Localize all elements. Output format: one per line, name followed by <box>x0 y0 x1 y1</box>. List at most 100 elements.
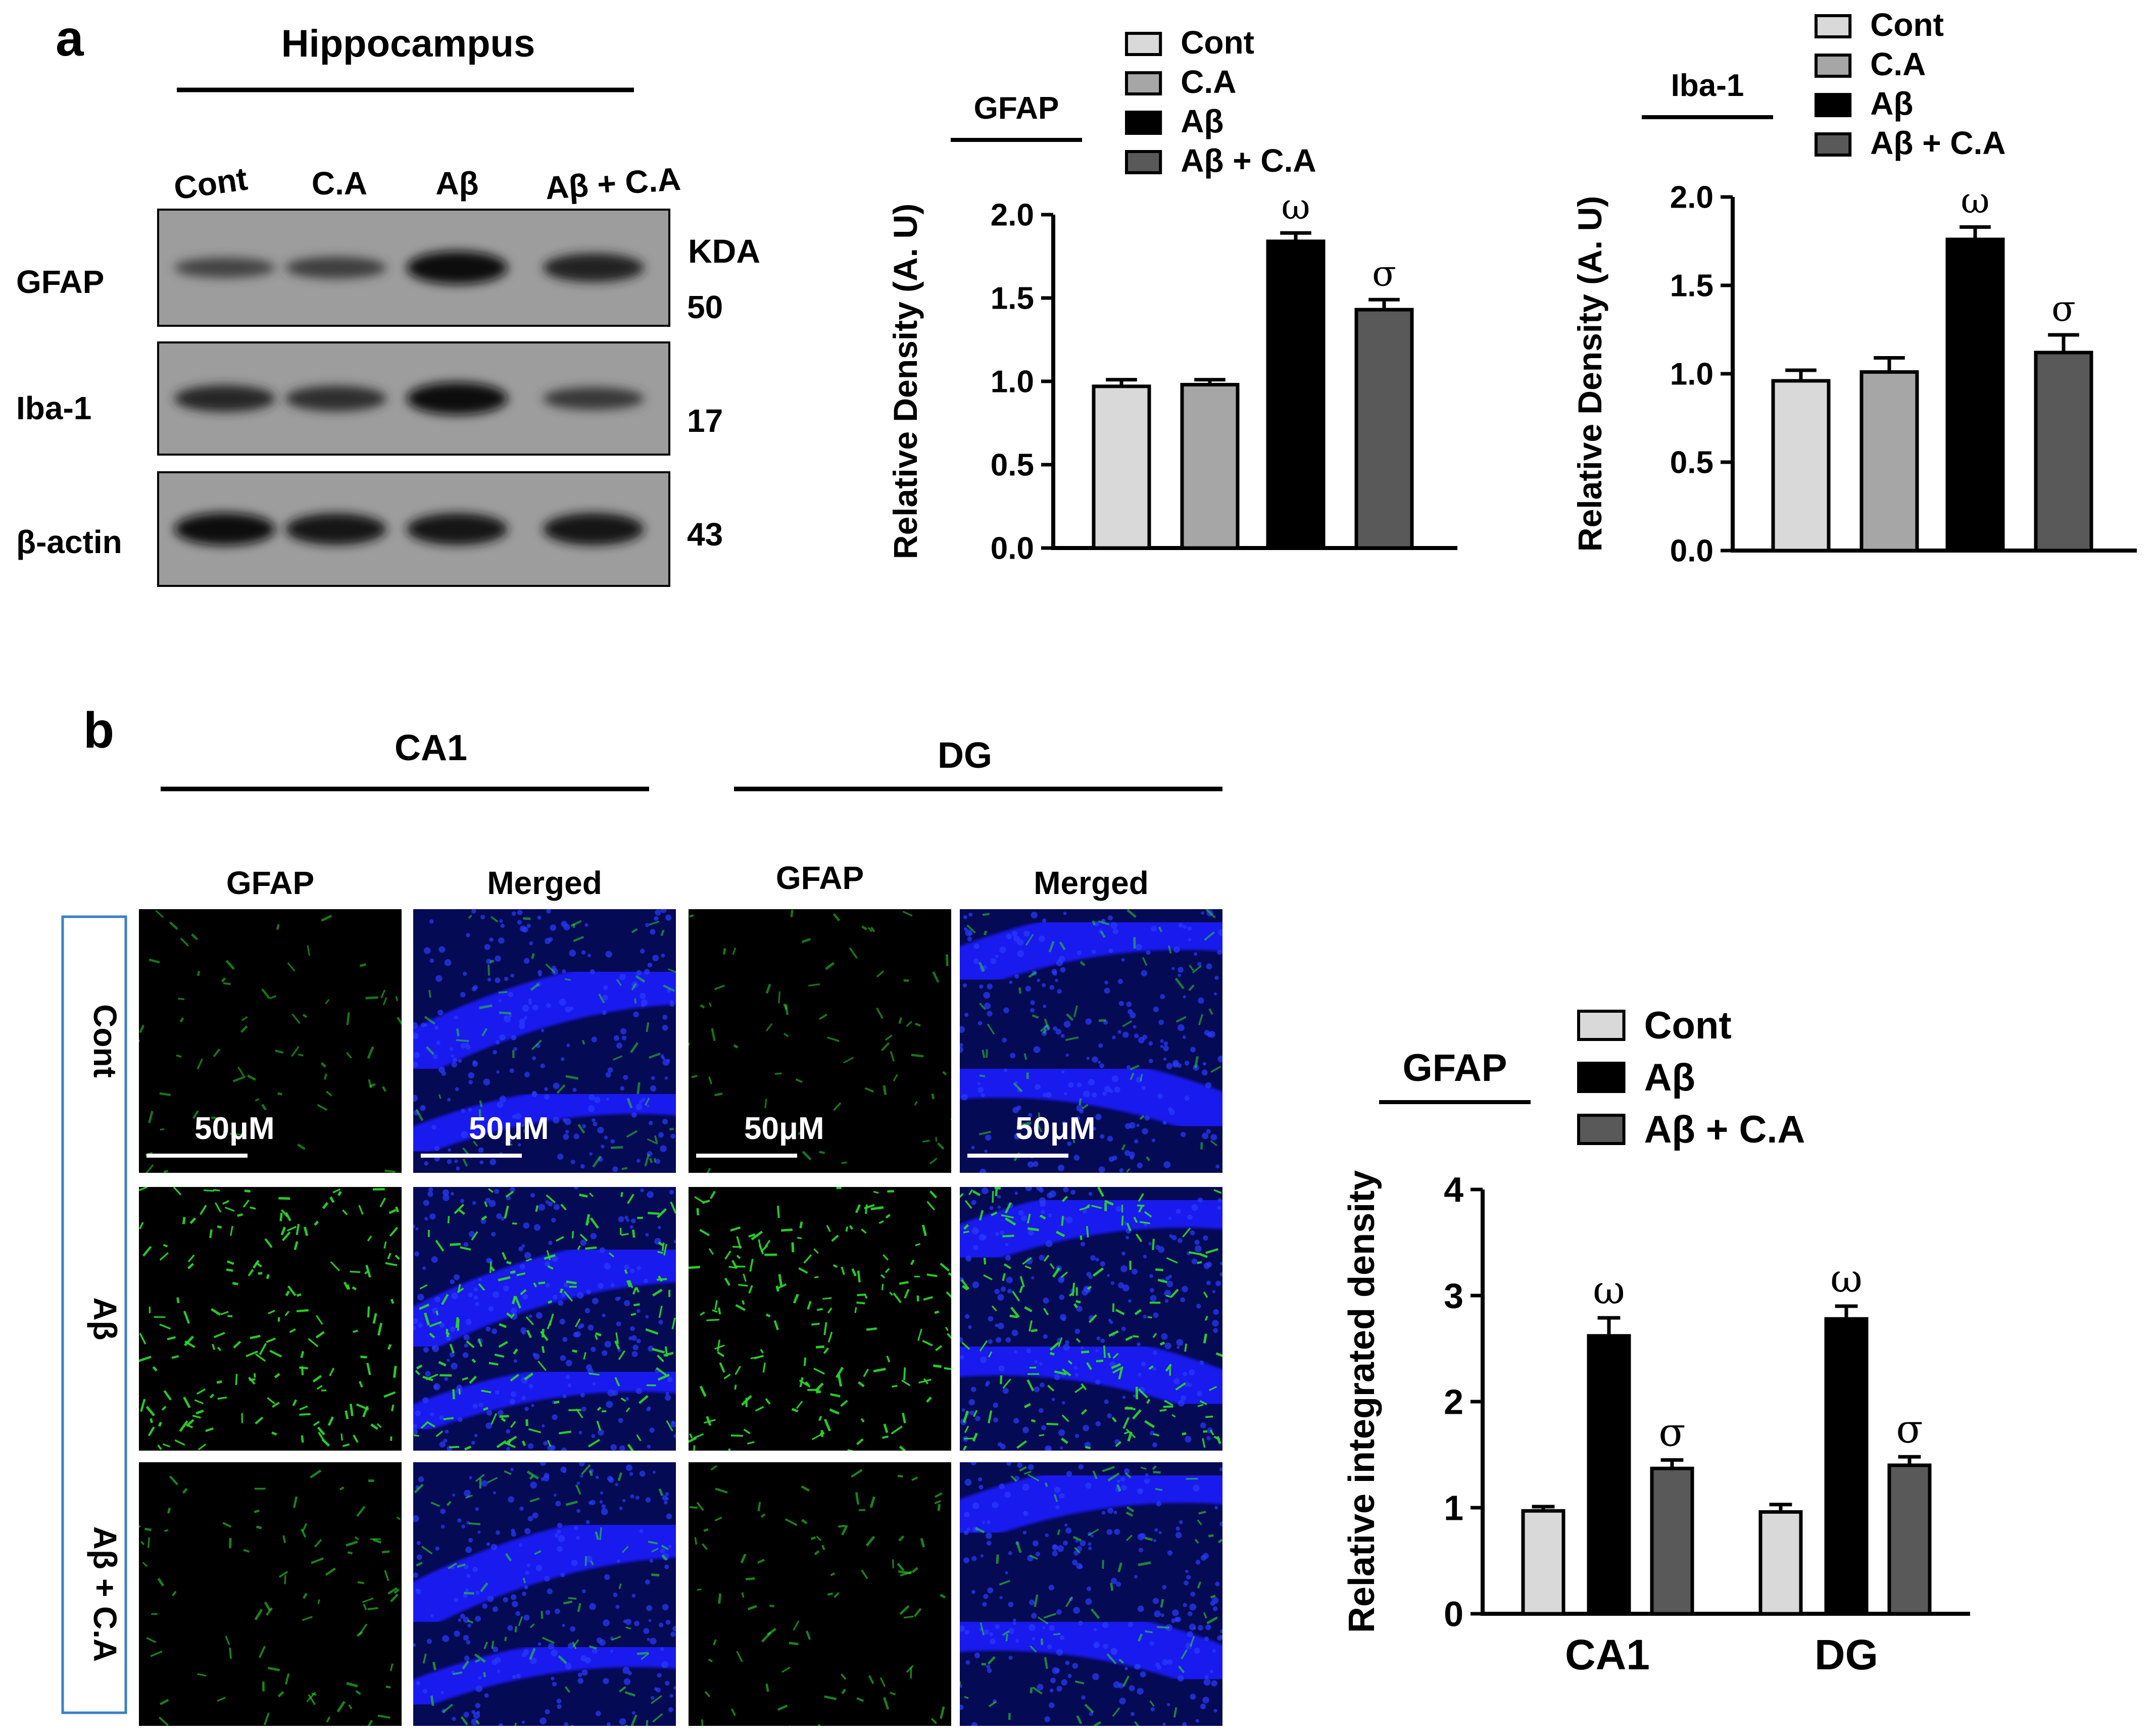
nucleus-dot <box>599 1500 603 1504</box>
nucleus-dot <box>606 1098 609 1101</box>
nucleus-dot <box>1162 1722 1166 1726</box>
nucleus-dot <box>650 929 656 935</box>
nucleus-dot <box>1152 1598 1159 1604</box>
nucleus-dot <box>669 1002 675 1007</box>
nucleus-dot <box>591 1347 596 1352</box>
nucleus-dot <box>997 1195 1001 1199</box>
gfap-process <box>1115 1309 1125 1315</box>
gfap-process <box>1027 1227 1039 1231</box>
nucleus-dot <box>1150 1707 1155 1712</box>
y-tick-label: 0.5 <box>991 448 1034 483</box>
nucleus-dot <box>1022 1483 1030 1491</box>
gfap-process <box>626 1130 638 1138</box>
panel-a: a Hippocampus Cont C.A Aβ Aβ + C.A GFAP50Ib… <box>16 10 760 587</box>
gfap-process <box>873 1191 879 1194</box>
gfap-process <box>347 1551 353 1555</box>
gfap-process <box>660 929 665 936</box>
gfap-process <box>851 1268 857 1277</box>
gfap-process <box>510 1313 515 1319</box>
nucleus-dot <box>625 1464 632 1471</box>
nuclei-band <box>960 1603 1222 1697</box>
gfap-process <box>160 1699 169 1705</box>
gfap-process <box>240 1025 248 1033</box>
nucleus-dot <box>1148 1041 1153 1046</box>
nucleus-dot <box>619 1445 625 1451</box>
gfap-process <box>453 1671 463 1675</box>
nucleus-dot <box>1058 956 1065 962</box>
gfap-process <box>317 1426 325 1435</box>
nucleus-dot <box>414 1251 419 1257</box>
nucleus-dot <box>629 1225 633 1229</box>
nucleus-dot <box>1041 1210 1045 1214</box>
nucleus-dot <box>624 1264 629 1270</box>
gfap-process <box>652 1348 665 1354</box>
gfap-process <box>1166 1257 1178 1264</box>
nucleus-dot <box>1206 1435 1211 1441</box>
gfap-process <box>1198 1511 1206 1515</box>
gfap-process <box>885 1034 893 1041</box>
gfap-process <box>546 1250 551 1261</box>
nucleus-dot <box>977 1087 984 1093</box>
nucleus-dot <box>1149 1641 1154 1646</box>
gfap-process <box>979 1340 988 1352</box>
nucleus-dot <box>1164 1289 1171 1297</box>
nucleus-dot <box>1065 1340 1069 1345</box>
gfap-process <box>885 1268 890 1273</box>
nucleus-dot <box>1117 1030 1121 1034</box>
gfap-process <box>1144 1211 1152 1218</box>
gfap-process <box>1111 1417 1117 1423</box>
gfap-process <box>1102 1466 1115 1472</box>
nucleus-dot <box>413 1224 416 1229</box>
y-tick-label: 0 <box>1444 1595 1463 1634</box>
nucleus-dot <box>1000 1230 1005 1235</box>
nucleus-dot <box>1043 1297 1049 1304</box>
gfap-process <box>310 1469 322 1479</box>
nucleus-dot <box>489 937 494 942</box>
gfap-process <box>494 1353 505 1358</box>
nucleus-dot <box>1124 1123 1131 1129</box>
nucleus-dot <box>1042 1626 1046 1629</box>
nucleus-dot <box>1066 1471 1072 1477</box>
gfap-process <box>964 1425 969 1433</box>
gfap-process <box>1197 1404 1204 1407</box>
nucleus-dot <box>558 1300 564 1306</box>
gfap-process <box>232 1281 238 1285</box>
gfap-process <box>475 1473 485 1482</box>
nucleus-dot <box>610 1139 615 1144</box>
nucleus-dot <box>1063 1541 1068 1546</box>
nucleus-dot <box>1108 1318 1111 1322</box>
gfap-process <box>870 926 875 932</box>
nucleus-dot <box>588 1501 593 1505</box>
gfap-process <box>419 1303 430 1310</box>
nucleus-dot <box>1138 1036 1145 1044</box>
nucleus-dot <box>1054 1486 1061 1493</box>
gfap-process <box>1139 1221 1150 1224</box>
nucleus-dot <box>1008 1551 1012 1556</box>
blot-band <box>543 387 644 410</box>
nucleus-dot <box>1171 967 1175 970</box>
nucleus-dot <box>1220 1634 1222 1639</box>
gfap-process <box>904 1288 910 1299</box>
gfap-process <box>365 1265 371 1278</box>
nucleus-dot <box>1061 1679 1068 1686</box>
nucleus-dot <box>607 1067 613 1073</box>
gfap-process <box>858 1381 865 1387</box>
nucleus-dot <box>510 1308 517 1314</box>
gfap-process <box>630 1042 639 1053</box>
gfap-process <box>645 1328 659 1335</box>
nucleus-dot <box>1025 985 1032 992</box>
nucleus-dot <box>546 909 551 914</box>
gfap-process <box>139 1039 140 1043</box>
gfap-process <box>743 1273 747 1282</box>
nucleus-dot <box>449 1352 455 1358</box>
nucleus-dot <box>1050 1677 1056 1683</box>
gfap-process <box>1087 1285 1092 1290</box>
gfap-process <box>625 1626 631 1630</box>
nucleus-dot <box>1094 921 1099 927</box>
gfap-process <box>384 1570 389 1581</box>
gfap-process <box>395 1254 400 1260</box>
gfap-process <box>891 1425 903 1435</box>
gfap-process <box>830 1393 841 1398</box>
nucleus-dot <box>468 1231 475 1237</box>
